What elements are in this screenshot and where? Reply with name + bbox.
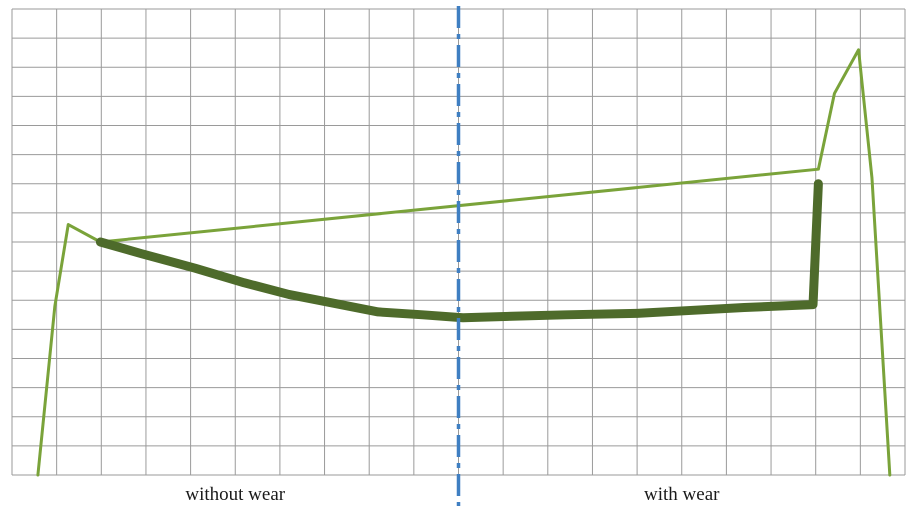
chart-series — [36, 48, 892, 477]
series-line-outer-profile — [36, 48, 892, 477]
series-line-inner-profile — [95, 179, 823, 323]
region-label-with-wear: with wear — [644, 484, 720, 505]
region-label-without-wear: without wear — [185, 484, 285, 505]
